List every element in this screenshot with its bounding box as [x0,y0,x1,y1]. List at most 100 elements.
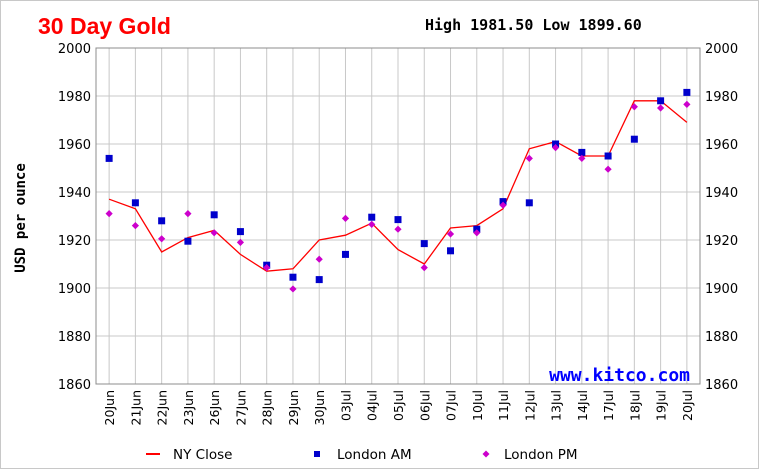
london-am-point [447,247,455,255]
y-tick-label-right: 1960 [705,138,738,153]
x-tick-label: 11Jul [496,390,511,421]
x-tick-label: 18Jul [627,390,642,421]
legend-london-am-label: London AM [337,447,412,463]
london-pm-point [446,230,455,238]
london-pm-point [315,255,323,263]
y-axis-left: 1860 1880 1900 1920 1940 1960 1980 2000 [58,42,91,393]
london-am-point [105,154,113,162]
y-tick-label-left: 1880 [58,330,91,345]
x-tick-label: 19Jul [654,390,669,421]
london-pm-point [263,264,271,272]
high-low-summary: High 1981.50 Low 1899.60 [425,16,642,34]
y-tick-label-right: 1860 [705,378,738,393]
chart-title: 30 Day Gold [38,13,171,39]
london-pm-point [630,103,638,111]
y-tick-label-right: 2000 [705,42,738,57]
london-pm-point [551,144,560,152]
x-tick-label: 17Jul [601,390,616,421]
london-pm-point [210,229,218,237]
x-tick-label: 27Jun [233,390,248,425]
london-am-point [315,276,323,284]
london-am-point [394,216,402,224]
x-tick-label: 26Jun [207,390,222,425]
x-tick-label: 22Jun [155,390,170,425]
london-pm-point [341,214,350,222]
london-pm-point [368,220,376,228]
london-pm-point [394,225,402,233]
legend-london-pm-swatch [482,450,490,458]
london-pm-point [184,210,192,218]
y-axis-label: USD per ounce [13,163,29,273]
london-am-point [236,228,244,236]
london-pm-point [499,201,507,209]
chart-legend: NY Close London AM London PM [146,447,578,463]
london-am-point [525,199,533,207]
x-tick-label: 28Jun [260,390,275,425]
y-tick-label-right: 1900 [705,282,738,297]
y-tick-label-left: 1940 [58,186,91,201]
y-tick-label-left: 2000 [58,42,91,57]
watermark-url: www.kitco.com [549,365,690,386]
london-am-point [657,97,665,105]
london-pm-series [105,100,691,293]
x-tick-label: 30Jun [312,390,327,425]
x-tick-label: 20Jun [102,390,117,425]
x-tick-label: 20Jul [680,390,695,421]
x-tick-label: 05Jul [391,390,406,421]
y-tick-label-right: 1980 [705,90,738,105]
london-pm-point [604,165,612,173]
x-tick-label: 23Jun [181,390,196,425]
london-pm-point [683,100,691,108]
london-am-point [210,211,218,219]
london-am-point [368,213,376,221]
y-tick-label-left: 1980 [58,90,91,105]
y-tick-label-left: 1920 [58,234,91,249]
x-tick-label: 07Jul [444,390,459,421]
x-tick-label: 06Jul [417,390,432,421]
plot-area-border [95,47,701,385]
x-tick-label: 10Jul [470,390,485,421]
london-am-point [131,199,139,207]
ny-close-line [108,100,688,272]
london-am-point [158,217,166,225]
x-tick-label: 13Jul [549,390,564,421]
y-tick-label-right: 1920 [705,234,738,249]
london-pm-point [131,222,139,230]
grid-lines [96,47,700,385]
x-tick-label: 04Jul [365,390,380,421]
x-tick-label: 03Jul [338,390,353,421]
london-am-point [420,240,428,248]
y-tick-label-left: 1900 [58,282,91,297]
london-pm-point [236,238,245,246]
london-pm-point [657,104,665,112]
legend-london-pm-label: London PM [504,447,578,463]
london-pm-point [420,264,428,272]
london-pm-point [473,229,481,237]
y-tick-label-right: 1940 [705,186,738,201]
london-am-point [683,88,691,96]
ny-close-series [108,100,688,272]
y-axis-right: 1860 1880 1900 1920 1940 1960 1980 2000 [705,42,738,393]
legend-london-am-swatch [314,451,320,457]
london-pm-point [289,285,297,293]
x-tick-label: 12Jul [522,390,537,421]
london-pm-point [578,154,586,162]
y-tick-label-right: 1880 [705,330,738,345]
y-tick-label-left: 1960 [58,138,91,153]
london-am-point [289,273,297,281]
x-tick-label: 21Jun [128,390,143,425]
x-tick-label: 29Jun [286,390,301,425]
london-am-point [184,237,192,245]
london-am-point [341,250,349,258]
y-tick-label-left: 1860 [58,378,91,393]
london-pm-point [525,154,533,162]
legend-ny-close-label: NY Close [173,447,232,463]
london-am-point [578,148,586,156]
x-tick-label: 14Jul [575,390,590,421]
london-pm-point [105,210,113,218]
x-axis: 20Jun 21Jun 22Jun 23Jun 26Jun 27Jun 28Jun 29Jun… [102,390,695,425]
london-pm-point [158,235,166,243]
london-am-point [604,152,612,160]
